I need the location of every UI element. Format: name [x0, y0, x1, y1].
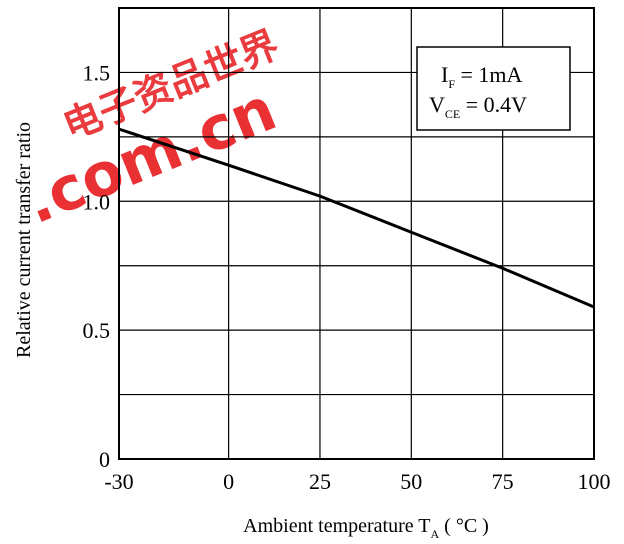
y-tick-label: 0.5	[83, 318, 111, 343]
x-tick-label: -30	[104, 469, 133, 494]
conditions-frame	[416, 46, 571, 131]
series-line	[118, 127, 595, 309]
y-tick-label: 0	[99, 447, 110, 472]
x-tick-label: 0	[223, 469, 234, 494]
y-axis-label: Relative current transfer ratio	[13, 122, 35, 358]
x-tick-label: 50	[400, 469, 422, 494]
x-axis-label: Ambient temperature TA ( °C )	[243, 515, 489, 541]
y-tick-label: 1.5	[83, 60, 111, 85]
x-tick-label: 75	[492, 469, 514, 494]
condition-line-2: VCE = 0.4V	[429, 92, 527, 121]
x-tick-label: 25	[309, 469, 331, 494]
watermark: .com.cn 电子资品世界	[15, 22, 285, 238]
plot-frame	[118, 7, 595, 460]
x-tick-label: 100	[578, 469, 611, 494]
series-group	[118, 127, 595, 309]
y-tick-label: 1.0	[83, 189, 111, 214]
condition-line-1: IF = 1mA	[441, 62, 523, 91]
conditions-box: IF = 1mA VCE = 0.4V	[416, 46, 571, 131]
